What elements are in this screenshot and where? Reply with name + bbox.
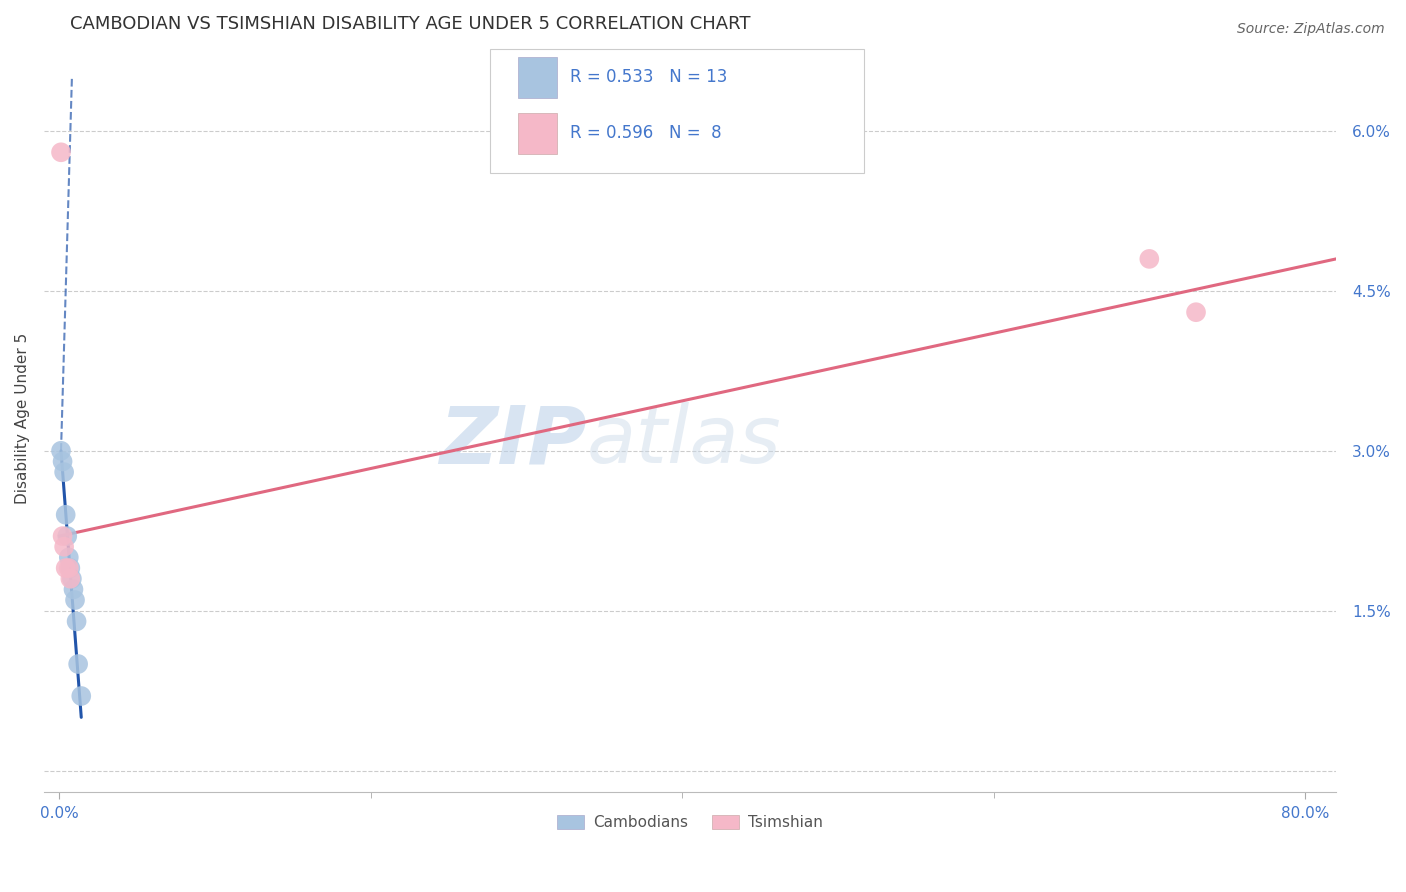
Point — [1137, 252, 1160, 266]
FancyBboxPatch shape — [519, 113, 557, 154]
Point — [55, 508, 77, 522]
Text: atlas: atlas — [586, 402, 782, 480]
Point — [53, 465, 76, 479]
Point — [62, 582, 84, 597]
Text: Source: ZipAtlas.com: Source: ZipAtlas.com — [1237, 22, 1385, 37]
FancyBboxPatch shape — [489, 49, 865, 172]
Point — [67, 657, 90, 671]
Point — [52, 454, 75, 468]
Point — [65, 615, 87, 629]
Point — [53, 540, 76, 554]
Point — [59, 572, 82, 586]
Text: R = 0.533   N = 13: R = 0.533 N = 13 — [569, 68, 727, 87]
Point — [59, 561, 82, 575]
Point — [70, 689, 93, 703]
Point — [1185, 305, 1208, 319]
Point — [49, 443, 72, 458]
Point — [49, 145, 72, 160]
Legend: Cambodians, Tsimshian: Cambodians, Tsimshian — [551, 809, 830, 837]
Point — [56, 529, 79, 543]
Point — [63, 593, 86, 607]
Point — [58, 561, 80, 575]
Point — [58, 550, 80, 565]
Y-axis label: Disability Age Under 5: Disability Age Under 5 — [15, 334, 30, 505]
Point — [60, 572, 83, 586]
Point — [55, 561, 77, 575]
FancyBboxPatch shape — [519, 57, 557, 98]
Text: ZIP: ZIP — [439, 402, 586, 480]
Text: CAMBODIAN VS TSIMSHIAN DISABILITY AGE UNDER 5 CORRELATION CHART: CAMBODIAN VS TSIMSHIAN DISABILITY AGE UN… — [70, 15, 751, 33]
Text: R = 0.596   N =  8: R = 0.596 N = 8 — [569, 124, 721, 143]
Point — [52, 529, 75, 543]
